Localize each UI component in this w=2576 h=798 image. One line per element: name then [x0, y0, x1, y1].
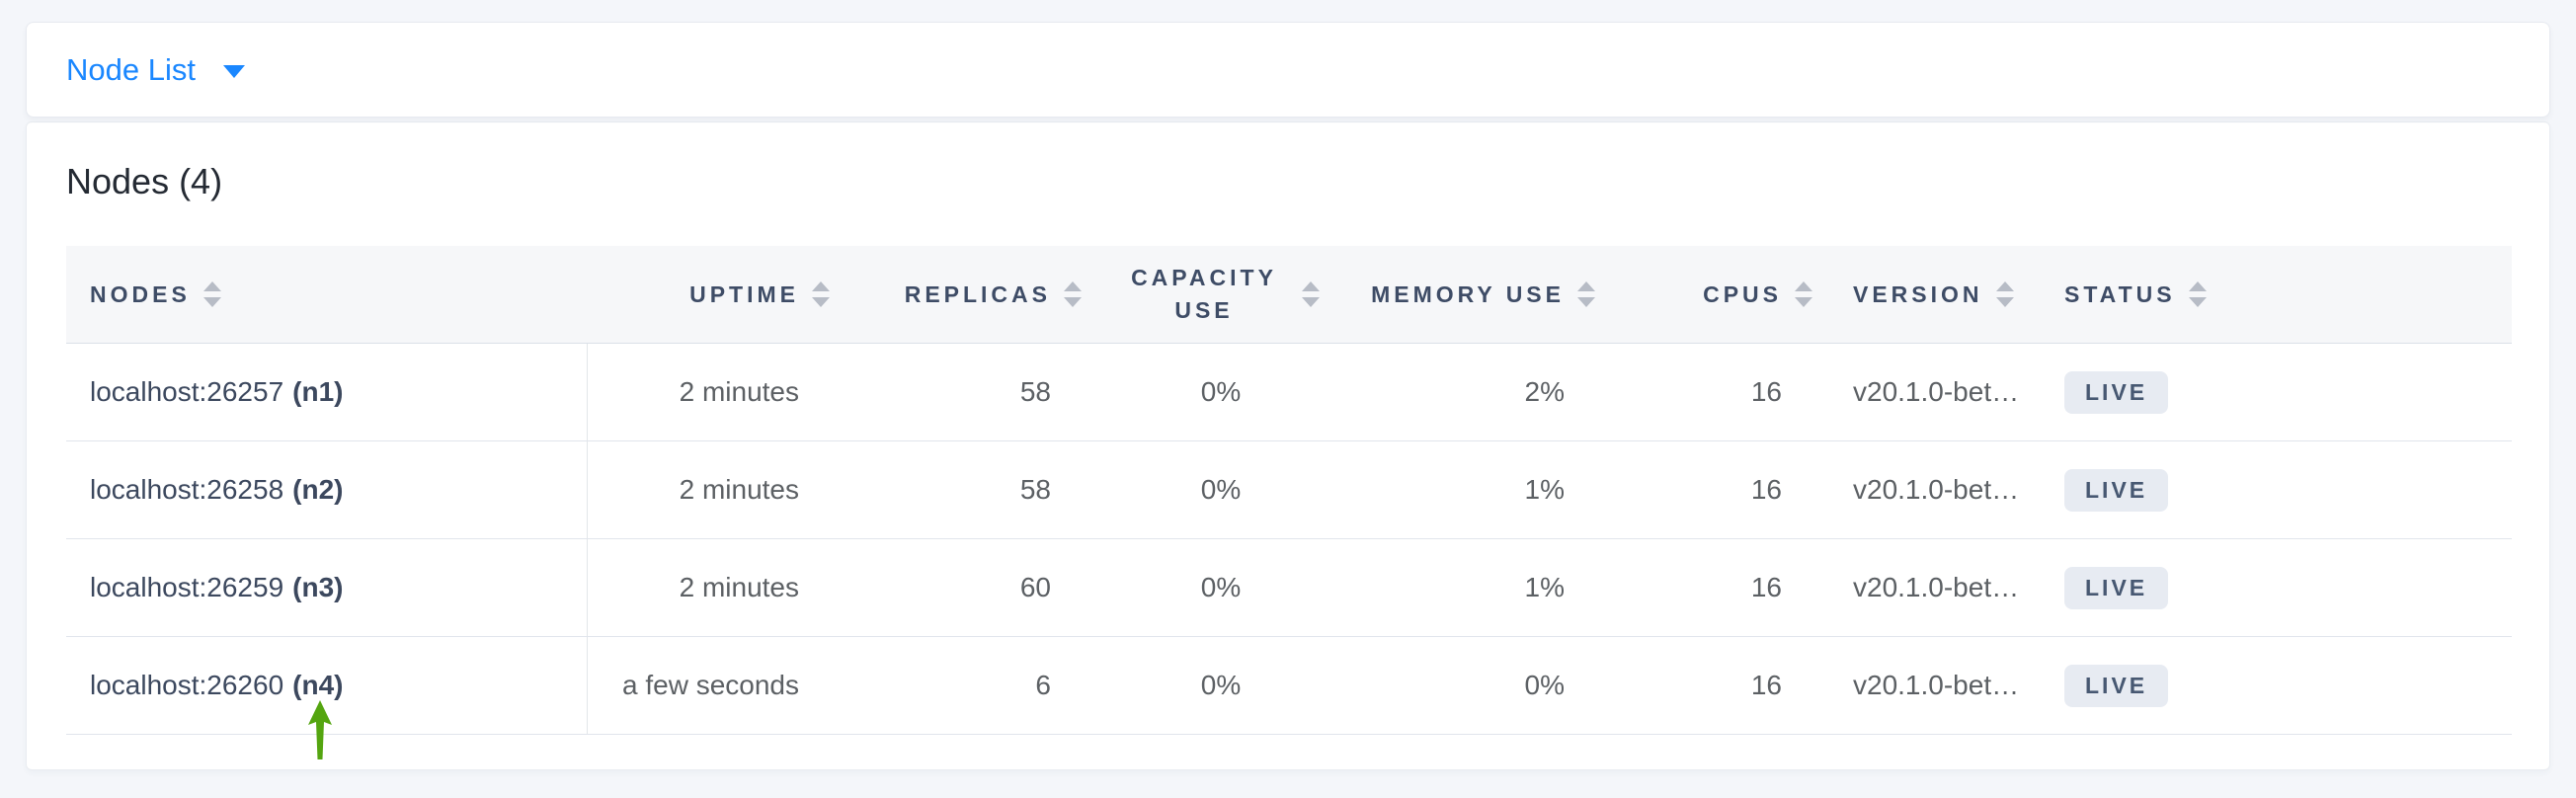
nodes-table: NODES UPTIME REPLICAS: [66, 246, 2512, 736]
column-header-uptime[interactable]: UPTIME: [587, 246, 841, 345]
green-up-arrow-icon: [308, 700, 332, 759]
status-badge: LIVE: [2064, 468, 2169, 512]
node-row-n3[interactable]: localhost:26259 (n3) 2 minutes 60 0% 1% 1…: [66, 538, 2512, 638]
column-header-memory-use-label: MEMORY USE: [1371, 280, 1565, 307]
sort-icon: [202, 281, 221, 308]
node-capacity-use: 0%: [1092, 538, 1349, 638]
column-header-cpus[interactable]: CPUS: [1606, 246, 1823, 345]
node-memory-use: 2%: [1349, 343, 1606, 442]
column-header-replicas-label: REPLICAS: [904, 280, 1051, 307]
node-replicas: 58: [841, 440, 1092, 540]
node-memory-use: 1%: [1349, 440, 1606, 540]
node-cpus: 16: [1606, 636, 1823, 736]
node-memory-use: 1%: [1349, 538, 1606, 638]
caret-down-icon: [222, 65, 245, 78]
node-id: (n3): [292, 572, 344, 603]
node-uptime: 2 minutes: [587, 538, 841, 638]
node-row-n4[interactable]: localhost:26260 (n4) a few seconds 6 0% 0…: [66, 636, 2512, 736]
node-address: localhost:26257: [90, 376, 284, 408]
column-header-capacity-use-label: CAPACITY USE: [1131, 264, 1277, 324]
node-id: (n1): [292, 376, 344, 408]
node-row-n2[interactable]: localhost:26258 (n2) 2 minutes 58 0% 1% 1…: [66, 440, 2512, 540]
node-id: (n2): [292, 474, 344, 506]
column-header-uptime-label: UPTIME: [689, 280, 799, 307]
node-version: v20.1.0-bet…: [1823, 440, 2041, 540]
node-replicas: 58: [841, 343, 1092, 442]
view-mode-dropdown-label: Node List: [66, 51, 196, 87]
status-badge: LIVE: [2064, 664, 2169, 707]
status-badge: LIVE: [2064, 566, 2169, 609]
node-address: localhost:26260: [90, 670, 284, 701]
node-capacity-use: 0%: [1092, 440, 1349, 540]
node-uptime: 2 minutes: [587, 343, 841, 442]
node-capacity-use: 0%: [1092, 636, 1349, 736]
node-version: v20.1.0-bet…: [1823, 636, 2041, 736]
node-replicas: 6: [841, 636, 1092, 736]
node-cpus: 16: [1606, 538, 1823, 638]
node-cpus: 16: [1606, 343, 1823, 442]
sort-icon: [1577, 281, 1595, 308]
view-mode-dropdown[interactable]: Node List: [66, 52, 245, 88]
node-uptime: a few seconds: [587, 636, 841, 736]
column-header-cpus-label: CPUS: [1703, 280, 1782, 307]
column-header-replicas[interactable]: REPLICAS: [841, 246, 1092, 345]
node-id: (n4): [292, 670, 344, 701]
node-list-card: Nodes (4) NODES UPTIME: [26, 121, 2550, 770]
column-header-nodes[interactable]: NODES: [66, 246, 587, 345]
sort-icon: [1302, 281, 1320, 308]
node-version: v20.1.0-bet…: [1823, 538, 2041, 638]
node-replicas: 60: [841, 538, 1092, 638]
sort-icon: [1995, 281, 2014, 308]
status-badge: LIVE: [2064, 370, 2169, 414]
node-cpus: 16: [1606, 440, 1823, 540]
column-header-memory-use[interactable]: MEMORY USE: [1349, 246, 1606, 345]
view-selector-bar: Node List: [26, 22, 2550, 118]
column-header-status-label: STATUS: [2064, 280, 2176, 307]
column-header-capacity-use[interactable]: CAPACITY USE: [1092, 246, 1349, 345]
sort-icon: [1064, 281, 1082, 308]
column-header-nodes-label: NODES: [90, 280, 191, 307]
sort-icon: [812, 281, 830, 308]
node-address: localhost:26259: [90, 572, 284, 603]
node-uptime: 2 minutes: [587, 440, 841, 540]
sort-icon: [2188, 281, 2207, 308]
column-header-version-label: VERSION: [1853, 280, 1983, 307]
column-header-version[interactable]: VERSION: [1823, 246, 2041, 345]
page-title: Nodes (4): [66, 161, 223, 201]
sort-icon: [1795, 281, 1812, 308]
column-header-status[interactable]: STATUS: [2041, 246, 2512, 345]
node-memory-use: 0%: [1349, 636, 1606, 736]
node-row-n1[interactable]: localhost:26257 (n1) 2 minutes 58 0% 2% 1…: [66, 343, 2512, 442]
table-header-row: NODES UPTIME REPLICAS: [66, 246, 2512, 345]
node-capacity-use: 0%: [1092, 343, 1349, 442]
node-version: v20.1.0-bet…: [1823, 343, 2041, 442]
node-address: localhost:26258: [90, 474, 284, 506]
